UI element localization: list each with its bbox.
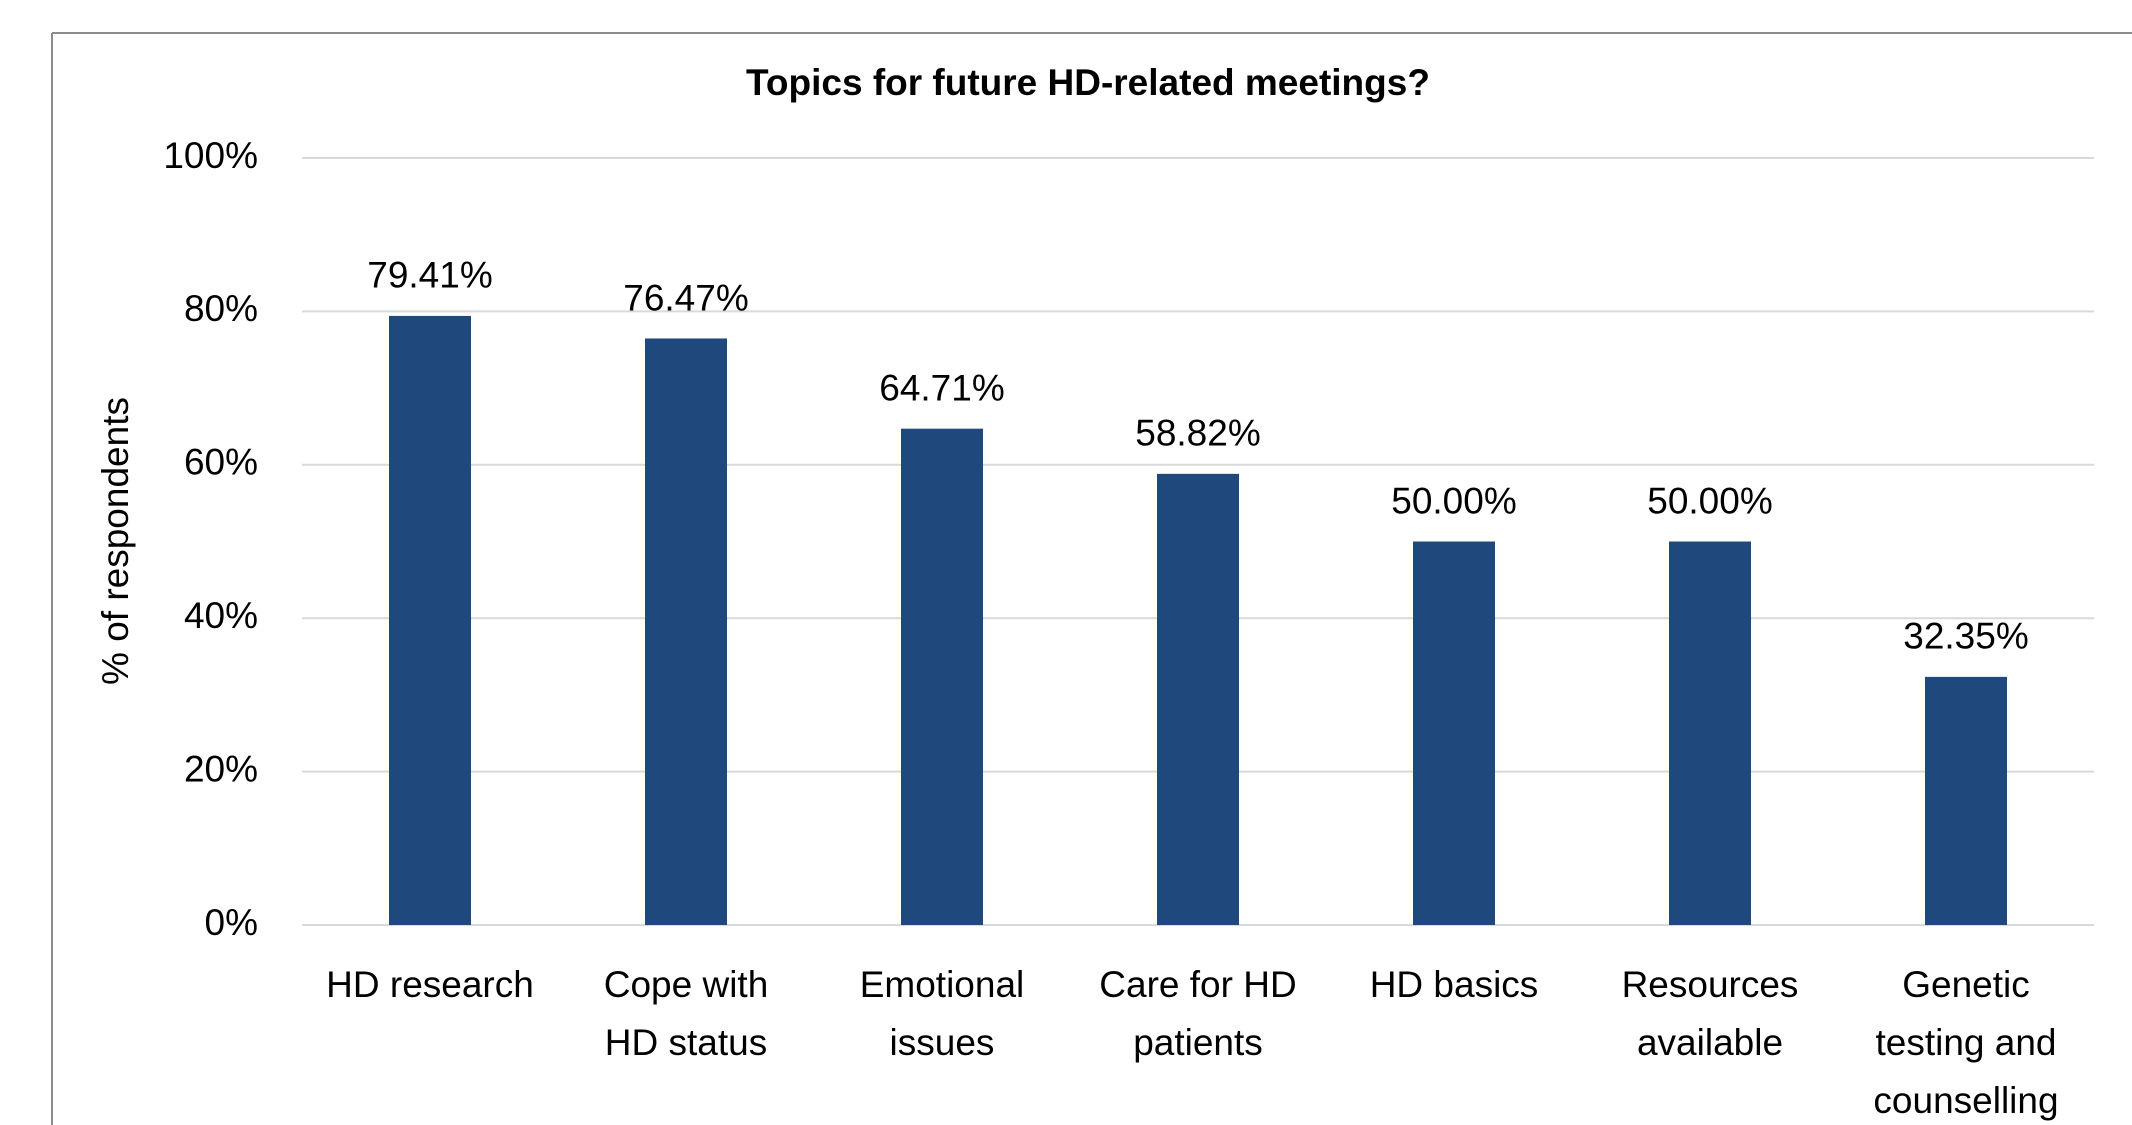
bar: [1669, 541, 1751, 925]
y-tick-label: 60%: [184, 442, 258, 483]
bar: [645, 338, 727, 925]
x-tick-label: HD research: [326, 964, 534, 1005]
bar: [1413, 541, 1495, 925]
data-label: 58.82%: [1135, 413, 1261, 454]
x-tick-label: Cope with HD status: [604, 964, 769, 1063]
data-label: 32.35%: [1903, 616, 2029, 657]
y-tick-label: 40%: [184, 595, 258, 636]
y-tick-label: 100%: [163, 135, 258, 176]
y-axis-label: % of respondents: [95, 397, 136, 685]
x-tick-label: Resources available: [1622, 964, 1799, 1063]
bar: [901, 428, 983, 925]
x-tick-label: Emotional issues: [860, 964, 1025, 1063]
bar: [1157, 473, 1239, 925]
bar: [389, 315, 471, 925]
data-label: 79.41%: [367, 255, 493, 296]
data-label: 76.47%: [623, 277, 749, 318]
y-tick-label: 0%: [205, 902, 258, 943]
y-tick-label: 80%: [184, 288, 258, 329]
x-tick-label: HD basics: [1370, 964, 1539, 1005]
data-label: 50.00%: [1391, 480, 1517, 521]
x-tick-label: Genetic testing and counselling: [1873, 964, 2058, 1121]
data-label: 50.00%: [1647, 480, 1773, 521]
data-label: 64.71%: [879, 367, 1005, 408]
bar: [1925, 676, 2007, 925]
x-tick-label: Care for HD patients: [1099, 964, 1296, 1063]
chart-title: Topics for future HD-related meetings?: [746, 62, 1430, 103]
y-tick-label: 20%: [184, 748, 258, 789]
